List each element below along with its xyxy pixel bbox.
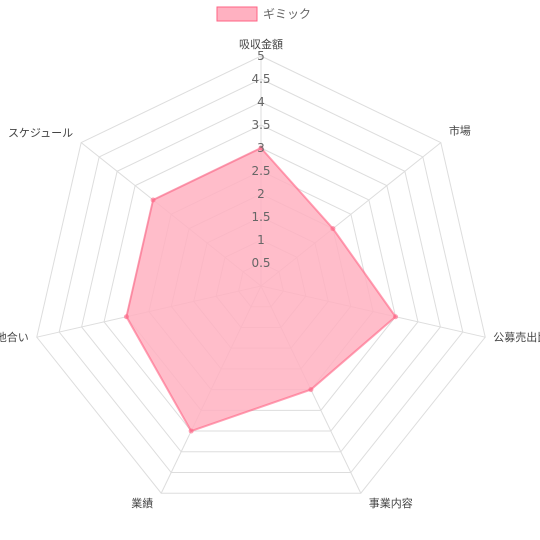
radar-series (123, 145, 399, 434)
axis-label: 市場 (449, 124, 471, 138)
tick-label: 0.5 (251, 256, 270, 270)
axis-label: 公募売出比 (493, 330, 540, 344)
radial-ticks: 0.5 1 1.5 2 2.5 3 3.5 4 4.5 5 (251, 49, 270, 270)
data-point[interactable] (330, 226, 336, 232)
tick-label: 4 (257, 95, 265, 109)
tick-label: 4.5 (251, 72, 270, 86)
series-area (125, 146, 397, 433)
grid-ring (81, 101, 441, 453)
data-point[interactable] (150, 197, 156, 203)
grid-ring (58, 78, 464, 474)
tick-label: 3 (257, 141, 265, 155)
tick-label: 2.5 (251, 164, 270, 178)
legend-label: ギミック (263, 7, 311, 21)
tick-label: 1.5 (251, 210, 270, 224)
axis-label: スケジュール (8, 127, 73, 140)
data-point[interactable] (393, 314, 399, 320)
axis-labels: 吸収金額市場公募売出比事業内容 業績 地合い スケジュール (0, 37, 540, 510)
data-point[interactable] (123, 314, 129, 320)
data-point[interactable] (258, 145, 264, 151)
axis-label: 業績 (131, 496, 153, 510)
axis-label: 事業内容 (369, 496, 413, 510)
grid-ring (36, 55, 486, 494)
data-point[interactable] (308, 387, 314, 393)
grid-ring (103, 124, 419, 432)
tick-label: 3.5 (251, 118, 270, 132)
legend[interactable]: ギミック (216, 6, 311, 22)
data-point[interactable] (188, 428, 194, 434)
axis-label: 吸収金額 (239, 37, 283, 51)
tick-label: 2 (257, 187, 265, 201)
tick-label: 5 (257, 49, 265, 63)
legend-swatch (216, 6, 258, 22)
axis-label: 地合い (0, 330, 29, 344)
tick-label: 1 (257, 233, 265, 247)
